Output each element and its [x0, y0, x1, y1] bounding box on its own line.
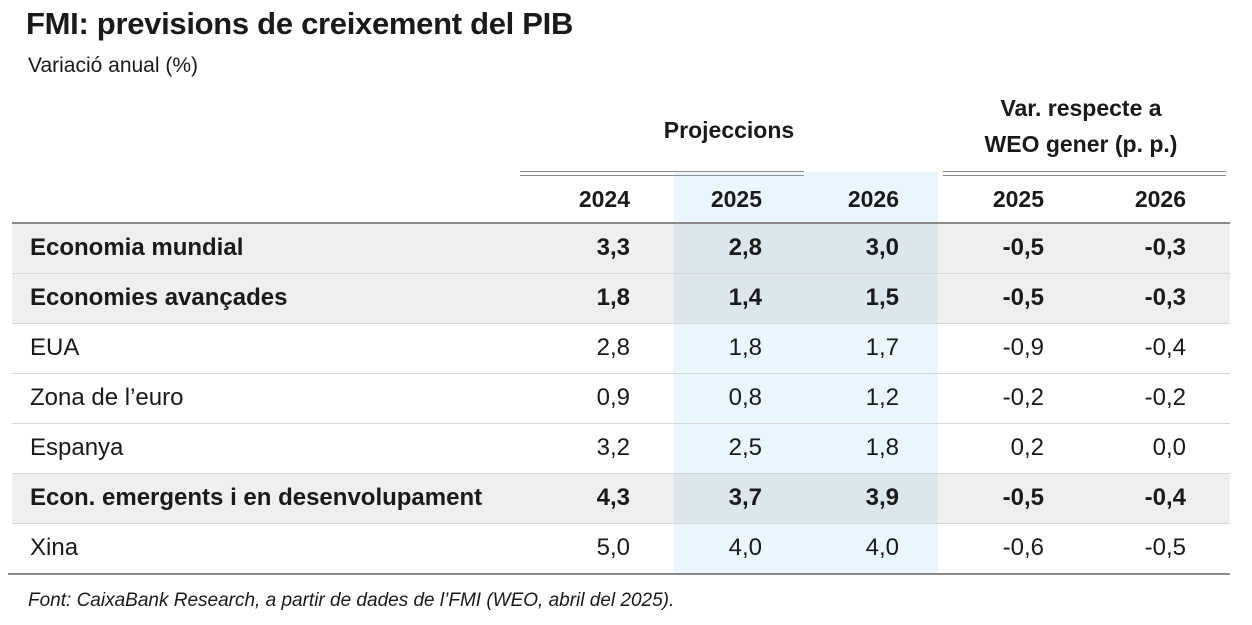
cell: 0,0 — [1152, 434, 1186, 461]
cell: 3,3 — [596, 234, 630, 261]
cell: 0,2 — [1010, 434, 1044, 461]
column-header: 2025 — [992, 186, 1044, 212]
cell: 0,8 — [728, 384, 762, 411]
cell: 1,2 — [865, 384, 899, 411]
cell: -0,2 — [1002, 384, 1044, 411]
row-divider — [12, 273, 1230, 274]
row-label: Zona de l’euro — [30, 384, 184, 411]
table-row: Espanya 3,2 2,5 1,8 0,2 0,0 — [12, 424, 1230, 473]
source-note: Font: CaixaBank Research, a partir de da… — [28, 590, 675, 611]
group-header-variation-line2: WEO gener (p. p.) — [984, 131, 1178, 157]
cell: 3,0 — [865, 234, 899, 261]
cell: -0,5 — [1002, 234, 1044, 261]
row-label: EUA — [30, 334, 80, 361]
row-divider — [12, 373, 1230, 374]
table-bottom-border — [8, 573, 1230, 575]
cell: 1,4 — [728, 284, 762, 311]
cell: 5,0 — [596, 534, 630, 561]
cell: 1,8 — [596, 284, 630, 311]
cell: -0,5 — [1002, 484, 1044, 511]
cell: -0,6 — [1002, 534, 1044, 561]
cell: 2,8 — [728, 234, 762, 261]
group-header-variation: Var. respecte a WEO gener (p. p.) — [938, 90, 1224, 162]
row-label: Espanya — [30, 434, 124, 461]
cell: -0,2 — [1144, 384, 1186, 411]
cell: 2,8 — [596, 334, 630, 361]
cell: -0,4 — [1144, 334, 1186, 361]
column-header: 2026 — [847, 186, 899, 212]
cell: 4,0 — [865, 534, 899, 561]
cell: -0,4 — [1144, 484, 1186, 511]
header-divider — [12, 222, 1230, 224]
row-divider — [12, 323, 1230, 324]
cell: 3,9 — [865, 484, 899, 511]
row-label: Economia mundial — [30, 234, 244, 261]
group-divider-variation — [943, 171, 1226, 176]
row-divider — [12, 423, 1230, 424]
row-label: Econ. emergents i en desenvolupament — [30, 484, 483, 511]
column-header: 2026 — [1134, 186, 1186, 212]
cell: 3,7 — [728, 484, 762, 511]
page-title: FMI: previsions de creixement del PIB — [26, 6, 574, 41]
cell: -0,5 — [1002, 284, 1044, 311]
table-row: Econ. emergents i en desenvolupament 4,3… — [12, 474, 1230, 523]
row-divider — [12, 473, 1230, 474]
table-row: Zona de l’euro 0,9 0,8 1,2 -0,2 -0,2 — [12, 374, 1230, 423]
cell: 1,5 — [865, 284, 899, 311]
group-header-variation-line1: Var. respecte a — [1000, 95, 1162, 121]
row-label: Economies avançades — [30, 284, 288, 311]
group-divider-projections — [520, 171, 804, 176]
cell: 0,9 — [596, 384, 630, 411]
table-row: Economies avançades 1,8 1,4 1,5 -0,5 -0,… — [12, 274, 1230, 323]
page-subtitle: Variació anual (%) — [28, 54, 199, 77]
table-row: Economia mundial 3,3 2,8 3,0 -0,5 -0,3 — [12, 224, 1230, 273]
cell: 2,5 — [728, 434, 762, 461]
cell: -0,5 — [1144, 534, 1186, 561]
table-row: Xina 5,0 4,0 4,0 -0,6 -0,5 — [12, 524, 1230, 573]
row-divider — [12, 523, 1230, 524]
column-header: 2025 — [710, 186, 762, 212]
row-label: Xina — [30, 534, 79, 561]
cell: 1,7 — [865, 334, 899, 361]
cell: 3,2 — [596, 434, 630, 461]
group-header-projections: Projeccions — [663, 117, 795, 143]
cell: 4,0 — [728, 534, 762, 561]
cell: 4,3 — [596, 484, 630, 511]
cell: -0,3 — [1144, 234, 1186, 261]
cell: 1,8 — [728, 334, 762, 361]
column-header: 2024 — [578, 186, 630, 212]
cell: -0,9 — [1002, 334, 1044, 361]
table-row: EUA 2,8 1,8 1,7 -0,9 -0,4 — [12, 324, 1230, 373]
cell: 1,8 — [865, 434, 899, 461]
cell: -0,3 — [1144, 284, 1186, 311]
